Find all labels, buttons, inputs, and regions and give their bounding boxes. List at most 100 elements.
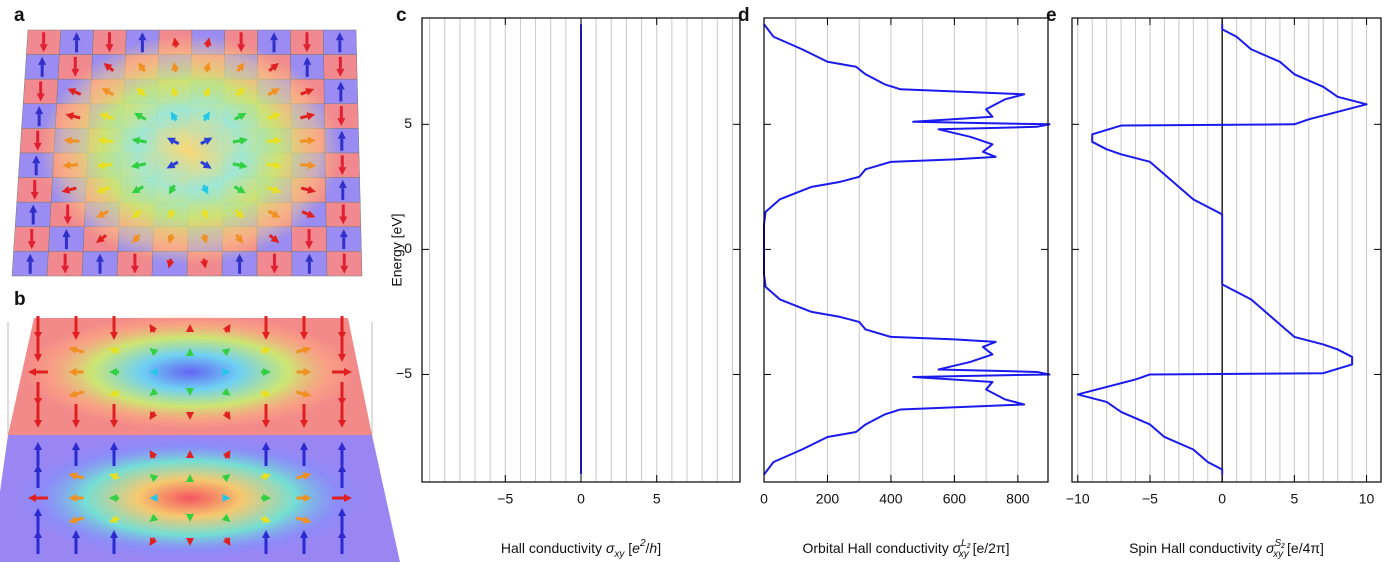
spin-arrow-head	[132, 210, 141, 219]
spin-arrow-head	[72, 530, 80, 538]
spin-arrow-head	[337, 118, 346, 127]
spin-arrow-head	[338, 332, 346, 340]
spin-arrow-head	[186, 348, 194, 356]
spin-arrow-head	[63, 136, 72, 145]
y-tick-label: 0	[404, 240, 412, 256]
spin-arrow-head	[236, 87, 246, 96]
spin-arrow-shaft	[299, 114, 308, 120]
spin-arrow-head	[61, 265, 70, 274]
spin-arrow-head	[171, 86, 179, 96]
spin-arrow-shaft	[173, 117, 178, 122]
spin-arrow-shaft	[72, 114, 81, 120]
spin-arrow-shaft	[300, 186, 309, 192]
spin-arrow-head	[166, 161, 176, 169]
spin-arrow-head	[110, 332, 118, 340]
x-tick-label: 5	[653, 491, 661, 507]
spin-arrow-head	[221, 474, 231, 483]
spin-arrow-shaft	[301, 210, 309, 216]
spin-arrow-shaft	[115, 475, 120, 480]
spin-arrow-head	[136, 87, 145, 96]
spin-arrow-head	[36, 93, 45, 102]
spin-arrow-head	[132, 234, 141, 244]
panel-a	[11, 29, 363, 277]
spin-arrow-head	[109, 473, 118, 481]
spin-arrow-head	[109, 347, 118, 355]
x-axis-label-part: h	[649, 540, 657, 556]
spin-arrow-head	[300, 332, 308, 340]
spin-arrow-head	[344, 368, 352, 376]
spin-arrow-head	[72, 420, 80, 428]
spin-arrow-shaft	[233, 115, 241, 121]
spin-arrow-head	[109, 368, 117, 376]
series-line	[763, 23, 1051, 476]
spin-arrow-shaft	[224, 537, 228, 541]
spin-arrow-shaft	[200, 160, 206, 166]
spin-arrow-shaft	[224, 455, 228, 459]
x-axis-label-part: Orbital Hall conductivity	[803, 540, 953, 556]
spin-arrow-head	[63, 216, 72, 225]
panel-b	[28, 316, 352, 554]
spin-arrow-head	[68, 390, 78, 398]
spin-arrow-head	[134, 112, 143, 121]
y-tick-label: −5	[396, 365, 412, 381]
panel-label: e	[1046, 5, 1057, 26]
spin-arrow-shaft	[200, 140, 207, 146]
spin-arrow-head	[110, 530, 118, 538]
spin-arrow-head	[96, 161, 105, 170]
spin-arrow-head	[270, 265, 279, 274]
spin-arrow-head	[300, 530, 308, 538]
spin-arrow-shaft	[266, 139, 275, 144]
x-tick-label: 200	[816, 491, 840, 507]
spin-arrow-head	[303, 368, 312, 376]
spin-arrow-head	[72, 442, 80, 450]
spin-arrow-head	[71, 68, 80, 77]
spin-arrow-head	[302, 44, 311, 53]
spin-arrow-shaft	[136, 233, 141, 239]
x-axis-label-part: 2	[639, 538, 646, 549]
spin-arrow-head	[221, 387, 231, 396]
x-tick-label: 0	[577, 491, 585, 507]
spin-arrow-head	[34, 530, 42, 538]
spin-arrow-head	[262, 332, 270, 340]
spin-arrow-shaft	[300, 139, 309, 143]
spin-arrow-shaft	[260, 516, 265, 521]
spin-arrow-shaft	[172, 160, 179, 166]
spin-arrow-shaft	[140, 115, 147, 121]
spin-arrow-head	[29, 204, 38, 213]
spin-arrow-head	[338, 179, 347, 188]
spin-arrow-shaft	[235, 91, 241, 97]
x-tick-label: 400	[879, 491, 903, 507]
x-axis-label-part: Spin Hall conductivity	[1129, 540, 1266, 556]
spin-arrow-head	[262, 442, 270, 450]
spin-arrow-shaft	[300, 163, 309, 167]
spin-arrow-head	[30, 191, 39, 200]
spin-arrow-head	[338, 464, 346, 472]
spin-arrow-head	[186, 412, 194, 420]
spin-arrow-head	[149, 537, 158, 546]
texture-ring	[40, 35, 340, 265]
spin-arrow-head	[103, 62, 113, 72]
spin-arrow-head	[72, 32, 81, 41]
spin-arrow-head	[201, 185, 209, 195]
spin-arrow-head	[97, 136, 106, 145]
spin-arrow-head	[26, 253, 35, 262]
spin-arrow-head	[109, 494, 117, 502]
spin-arrow-head	[338, 398, 346, 406]
spin-arrow-shaft	[224, 329, 228, 333]
spin-arrow-shaft	[224, 411, 228, 415]
spin-arrow-head	[338, 167, 347, 176]
spin-arrow-head	[300, 442, 308, 450]
x-tick-label: −5	[1142, 491, 1158, 507]
spin-arrow-head	[149, 513, 159, 522]
y-axis-label: Energy [eV]	[389, 213, 405, 286]
spin-arrow-head	[149, 387, 159, 396]
spin-arrow-head	[338, 530, 346, 538]
plot-frame	[421, 17, 741, 483]
spin-arrow-shaft	[300, 90, 308, 96]
spin-arrow-head	[222, 537, 231, 546]
spin-arrow-head	[271, 88, 281, 96]
spin-arrow-head	[235, 253, 244, 262]
spin-arrow-head	[302, 390, 312, 398]
spin-arrow-head	[302, 346, 312, 354]
spin-arrow-head	[38, 56, 47, 65]
